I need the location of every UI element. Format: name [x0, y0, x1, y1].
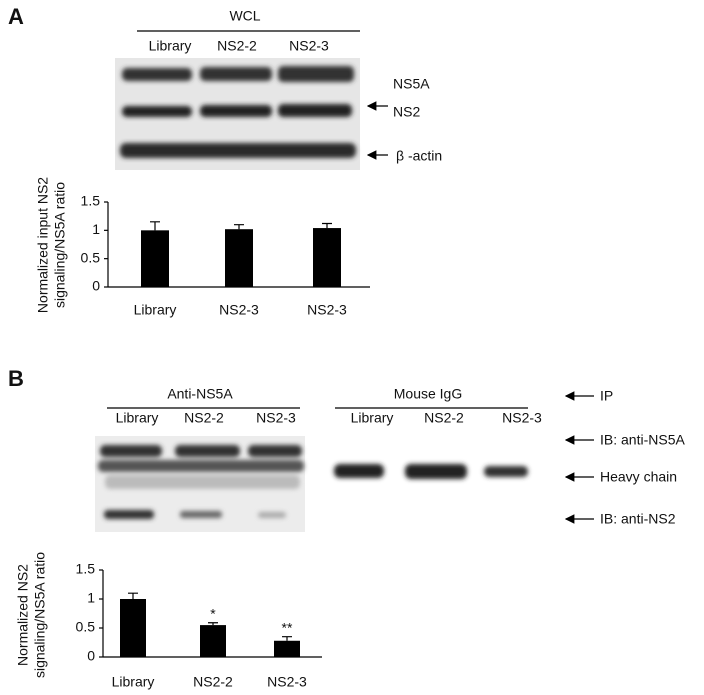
x-tick-label: NS2-3	[219, 302, 259, 318]
lane-label: NS2-2	[184, 410, 224, 426]
band-label: IB: anti-NS5A	[600, 432, 685, 448]
y-tick-label: 0.5	[76, 619, 96, 635]
lane-label: NS2-3	[256, 410, 296, 426]
x-tick-label: NS2-3	[307, 302, 347, 318]
y-axis-label: Normalized input NS2	[35, 177, 51, 313]
band-label: Heavy chain	[600, 469, 677, 485]
y-axis-label: Normalized NS2	[15, 564, 31, 666]
lane-label: NS2-2	[424, 410, 464, 426]
y-tick-label: 0.5	[81, 249, 101, 265]
x-tick-label: NS2-2	[193, 674, 233, 690]
band-label: IP	[600, 388, 613, 404]
y-tick-label: 1.5	[81, 193, 101, 209]
band-label: NS2	[393, 104, 420, 120]
error-bar	[322, 222, 332, 229]
blot-header: WCL	[229, 8, 260, 24]
y-axis-label: signaling/NS5A ratio	[32, 552, 48, 678]
y-axis-label: signaling/NS5A ratio	[52, 182, 68, 308]
lane-label: Library	[351, 410, 394, 426]
y-tick-label: 1.5	[76, 561, 96, 577]
bar	[141, 230, 169, 287]
lane-label: Library	[149, 38, 192, 54]
significance: *	[210, 605, 216, 621]
y-tick-label: 0	[92, 278, 100, 294]
band-label: β -actin	[396, 148, 442, 164]
x-tick-label: Library	[112, 674, 155, 690]
blot-image	[95, 436, 528, 532]
error-bar	[234, 224, 244, 230]
panel-label: A	[8, 4, 24, 29]
significance: **	[282, 619, 293, 635]
lane-label: Library	[116, 410, 159, 426]
bar	[313, 228, 341, 287]
x-tick-label: Library	[134, 302, 177, 318]
error-bar	[282, 636, 292, 641]
lane-label: NS2-3	[289, 38, 329, 54]
bar	[225, 229, 253, 287]
bar	[274, 640, 300, 657]
bar	[120, 599, 146, 657]
band-label: NS5A	[393, 76, 430, 92]
y-tick-label: 1	[87, 590, 95, 606]
bar	[200, 625, 226, 657]
group-label: Anti-NS5A	[167, 386, 233, 402]
y-tick-label: 0	[87, 648, 95, 664]
error-bar	[208, 622, 218, 626]
lane-label: NS2-3	[502, 410, 542, 426]
band-label: IB: anti-NS2	[600, 511, 676, 527]
panel-label: B	[8, 366, 24, 391]
error-bar	[150, 221, 160, 231]
error-bar	[128, 592, 138, 599]
blot-image	[115, 58, 360, 170]
x-tick-label: NS2-3	[267, 674, 307, 690]
lane-label: NS2-2	[217, 38, 257, 54]
group-label: Mouse IgG	[394, 386, 462, 402]
y-tick-label: 1	[92, 221, 100, 237]
